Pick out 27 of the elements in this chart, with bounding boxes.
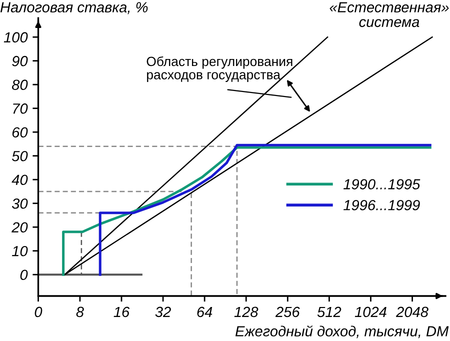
y-tick-label: 60 xyxy=(12,127,28,138)
y-tick-label: 80 xyxy=(12,80,28,90)
y-tick-label: 0 xyxy=(20,270,28,280)
x-tick-label: 1024 xyxy=(354,306,386,318)
x-tick-label: 64 xyxy=(197,306,212,318)
y-tick-label: 30 xyxy=(12,198,28,209)
y-tick-label: 40 xyxy=(12,174,28,186)
x-tick-label: 512 xyxy=(317,306,342,318)
annotation: Область регулирования расходов государства xyxy=(146,56,292,82)
x-axis-title: Ежегодный доход, тысячи, DM xyxy=(235,325,449,338)
x-tick-label: 8 xyxy=(76,306,84,318)
y-tick-label: 10 xyxy=(12,246,28,256)
x-tick-label: 32 xyxy=(155,306,171,318)
x-tick-label: 128 xyxy=(234,306,258,318)
legend-label: 1990...1995 xyxy=(344,179,420,190)
x-tick-label: 256 xyxy=(275,306,300,318)
x-tick-label: 2048 xyxy=(396,306,428,318)
x-tick-label: 16 xyxy=(114,306,130,318)
y-tick-label: 70 xyxy=(13,103,28,114)
annotation: «Естественная» система xyxy=(330,2,449,28)
y-tick-label: 90 xyxy=(12,56,28,66)
y-tick-label: 50 xyxy=(12,150,28,162)
legend-label: 1996...1999 xyxy=(344,200,420,210)
y-tick-label: 20 xyxy=(12,222,28,233)
x-tick-label: 0 xyxy=(34,306,42,318)
y-axis-title: Налоговая ставка, % xyxy=(0,2,148,14)
y-tick-label: 100 xyxy=(4,32,28,43)
